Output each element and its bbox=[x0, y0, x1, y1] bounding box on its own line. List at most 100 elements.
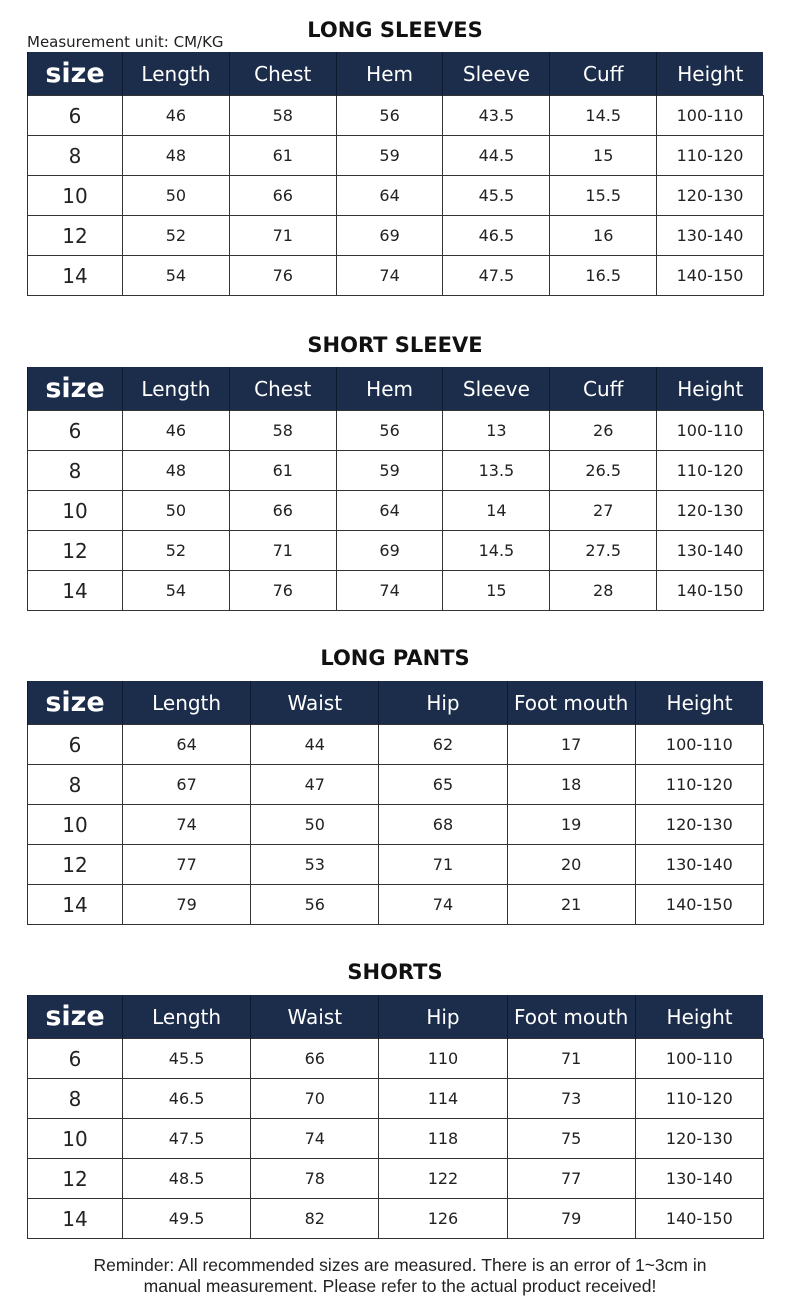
table-cell: 28 bbox=[549, 570, 658, 611]
column-header: Hem bbox=[335, 367, 443, 411]
size-cell: 6 bbox=[27, 410, 123, 451]
table-cell: 122 bbox=[378, 1158, 508, 1199]
table-cell: 27.5 bbox=[549, 530, 658, 571]
table-cell: 74 bbox=[250, 1118, 380, 1159]
header-row: size Length Waist Hip Foot mouth Height bbox=[27, 681, 764, 725]
table-cell: 46 bbox=[122, 410, 230, 451]
table-cell: 49.5 bbox=[121, 1198, 252, 1239]
table-cell: 13.5 bbox=[442, 450, 551, 491]
table-cell: 56 bbox=[335, 95, 444, 136]
table-cell: 15.5 bbox=[549, 175, 658, 216]
table-cell: 54 bbox=[122, 255, 230, 296]
table-cell: 140-150 bbox=[634, 1198, 764, 1239]
table-row: 12 77 53 71 20 130-140 bbox=[27, 844, 764, 885]
table-cell: 45.5 bbox=[121, 1038, 252, 1079]
table-cell: 26 bbox=[549, 410, 658, 451]
table-cell: 46.5 bbox=[121, 1078, 252, 1119]
table-cell: 50 bbox=[250, 804, 380, 845]
table-row: 14 49.5 82 126 79 140-150 bbox=[27, 1198, 764, 1239]
table-cell: 140-150 bbox=[656, 570, 764, 611]
table-cell: 48 bbox=[122, 450, 230, 491]
header-row: size Length Waist Hip Foot mouth Height bbox=[27, 995, 764, 1039]
column-header: Height bbox=[656, 367, 764, 411]
table-cell: 18 bbox=[506, 764, 636, 805]
table-cell: 100-110 bbox=[656, 410, 764, 451]
table-cell: 62 bbox=[378, 724, 508, 765]
table-cell: 66 bbox=[228, 490, 337, 531]
column-header: Sleeve bbox=[442, 367, 550, 411]
column-header: Foot mouth bbox=[506, 995, 636, 1039]
table-cell: 82 bbox=[250, 1198, 380, 1239]
column-header: Hip bbox=[378, 995, 508, 1039]
table-row: 8 48 61 59 13.5 26.5 110-120 bbox=[27, 450, 764, 491]
table-cell: 118 bbox=[378, 1118, 508, 1159]
table-cell: 64 bbox=[121, 724, 252, 765]
table-cell: 52 bbox=[122, 530, 230, 571]
column-header: Hem bbox=[335, 52, 443, 96]
table-cell: 16.5 bbox=[549, 255, 658, 296]
table-cell: 56 bbox=[335, 410, 444, 451]
header-row: size Length Chest Hem Sleeve Cuff Height bbox=[27, 52, 764, 96]
table-cell: 13 bbox=[442, 410, 551, 451]
table-row: 12 52 71 69 46.5 16 130-140 bbox=[27, 215, 764, 256]
table-cell: 56 bbox=[250, 884, 380, 925]
column-header: Sleeve bbox=[442, 52, 550, 96]
table-cell: 120-130 bbox=[656, 490, 764, 531]
reminder-text: Reminder: All recommended sizes are meas… bbox=[0, 1255, 790, 1297]
table-cell: 110 bbox=[378, 1038, 508, 1079]
table-cell: 15 bbox=[442, 570, 551, 611]
size-cell: 10 bbox=[27, 175, 123, 216]
table-cell: 58 bbox=[228, 95, 337, 136]
table-cell: 19 bbox=[506, 804, 636, 845]
table-cell: 61 bbox=[228, 135, 337, 176]
column-header: Length bbox=[122, 367, 230, 411]
table-cell: 46.5 bbox=[442, 215, 551, 256]
table-cell: 67 bbox=[121, 764, 252, 805]
table-row: 6 64 44 62 17 100-110 bbox=[27, 724, 764, 765]
column-header: size bbox=[27, 995, 123, 1039]
table-cell: 69 bbox=[335, 215, 444, 256]
table-cell: 15 bbox=[549, 135, 658, 176]
table-cell: 58 bbox=[228, 410, 337, 451]
size-cell: 10 bbox=[27, 1118, 123, 1159]
table-row: 8 46.5 70 114 73 110-120 bbox=[27, 1078, 764, 1119]
size-cell: 12 bbox=[27, 530, 123, 571]
table-cell: 71 bbox=[228, 215, 337, 256]
table-cell: 77 bbox=[121, 844, 252, 885]
table-row: 6 45.5 66 110 71 100-110 bbox=[27, 1038, 764, 1079]
table-row: 14 79 56 74 21 140-150 bbox=[27, 884, 764, 925]
table-cell: 71 bbox=[228, 530, 337, 571]
table-cell: 48 bbox=[122, 135, 230, 176]
table-cell: 71 bbox=[506, 1038, 636, 1079]
column-header: Length bbox=[122, 52, 230, 96]
table-cell: 75 bbox=[506, 1118, 636, 1159]
table-row: 12 52 71 69 14.5 27.5 130-140 bbox=[27, 530, 764, 571]
table-cell: 14.5 bbox=[549, 95, 658, 136]
table-cell: 50 bbox=[122, 490, 230, 531]
column-header: Height bbox=[634, 995, 764, 1039]
long-sleeves-title: LONG SLEEVES bbox=[307, 18, 483, 42]
size-cell: 8 bbox=[27, 135, 123, 176]
long-pants-title: LONG PANTS bbox=[320, 646, 470, 670]
table-row: 8 48 61 59 44.5 15 110-120 bbox=[27, 135, 764, 176]
table-cell: 54 bbox=[122, 570, 230, 611]
table-cell: 79 bbox=[121, 884, 252, 925]
table-cell: 65 bbox=[378, 764, 508, 805]
column-header: Waist bbox=[250, 995, 379, 1039]
table-cell: 50 bbox=[122, 175, 230, 216]
size-cell: 14 bbox=[27, 884, 123, 925]
table-cell: 74 bbox=[121, 804, 252, 845]
table-cell: 43.5 bbox=[442, 95, 551, 136]
table-cell: 79 bbox=[506, 1198, 636, 1239]
table-cell: 20 bbox=[506, 844, 636, 885]
table-cell: 66 bbox=[228, 175, 337, 216]
column-header: Chest bbox=[228, 52, 337, 96]
table-cell: 76 bbox=[228, 570, 337, 611]
table-row: 12 48.5 78 122 77 130-140 bbox=[27, 1158, 764, 1199]
table-cell: 126 bbox=[378, 1198, 508, 1239]
column-header: Waist bbox=[250, 681, 379, 725]
table-cell: 21 bbox=[506, 884, 636, 925]
table-cell: 74 bbox=[335, 255, 444, 296]
column-header: size bbox=[27, 367, 123, 411]
table-cell: 47.5 bbox=[442, 255, 551, 296]
